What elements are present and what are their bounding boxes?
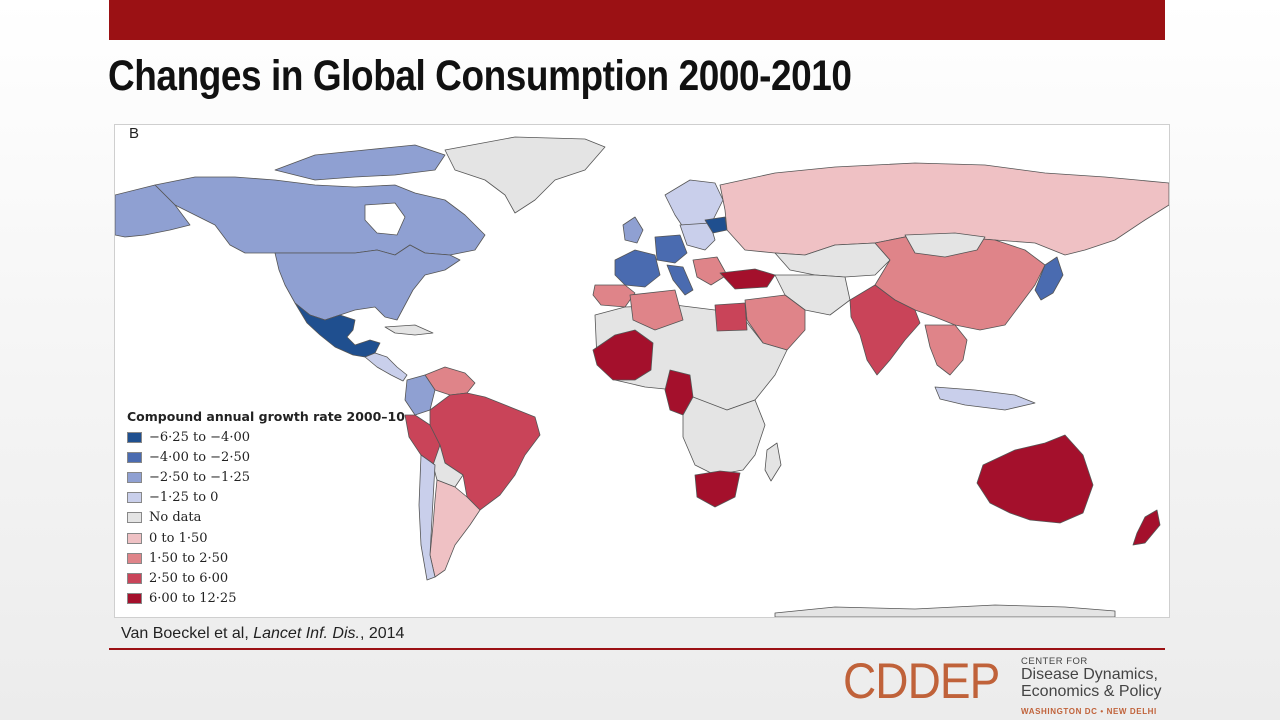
country-saudi-arabia <box>744 294 806 351</box>
legend-label: 0 to 1·50 <box>149 530 208 546</box>
country-canada <box>154 176 486 256</box>
cddep-logo: CDDEP CENTER FOR Disease Dynamics, Econo… <box>843 652 1173 720</box>
country-australia <box>976 434 1094 524</box>
country-venezuela <box>424 366 476 396</box>
country-new-zealand <box>1132 509 1161 546</box>
country-germany <box>654 234 688 264</box>
top-accent-bar <box>109 0 1165 40</box>
legend-label: −1·25 to 0 <box>149 490 219 506</box>
legend-swatch <box>127 572 142 584</box>
country-east-southern-africa <box>682 396 766 476</box>
legend-label: −4·00 to −2·50 <box>149 449 250 465</box>
logo-line2: Economics & Policy <box>1021 683 1162 700</box>
country-turkey <box>719 268 776 290</box>
citation: Van Boeckel et al, Lancet Inf. Dis., 201… <box>121 625 404 643</box>
legend-item: 2·50 to 6·00 <box>127 568 405 588</box>
country-greenland <box>444 136 606 214</box>
logo-wordmark: CDDEP <box>843 653 1000 709</box>
country-central-america <box>364 352 408 382</box>
legend-swatch <box>127 431 142 443</box>
logo-tagline: WASHINGTON DC • NEW DELHI <box>1021 707 1157 716</box>
panel-label: B <box>129 125 140 142</box>
legend-item: 0 to 1·50 <box>127 528 405 548</box>
country-egypt <box>714 302 748 332</box>
legend-swatch <box>127 532 142 544</box>
citation-year: , 2014 <box>359 625 405 642</box>
citation-authors: Van Boeckel et al, <box>121 625 254 642</box>
legend-item: −1·25 to 0 <box>127 488 405 508</box>
legend-label: No data <box>149 510 202 526</box>
slide-title: Changes in Global Consumption 2000-2010 <box>108 52 852 100</box>
country-cuba <box>384 324 434 336</box>
country-south-africa <box>694 470 741 508</box>
citation-journal: Lancet Inf. Dis. <box>253 625 360 642</box>
country-kazakhstan <box>774 242 891 278</box>
logo-line1: Disease Dynamics, <box>1021 666 1158 683</box>
country-india <box>849 284 921 376</box>
country-poland <box>679 222 716 251</box>
legend-label: −6·25 to −4·00 <box>149 429 250 445</box>
logo-center-for: CENTER FOR <box>1021 656 1088 667</box>
legend-label: 6·00 to 12·25 <box>149 591 237 607</box>
legend-title: Compound annual growth rate 2000–10 <box>127 409 405 424</box>
country-alaska <box>115 184 191 238</box>
country-algeria <box>629 289 684 331</box>
country-argentina <box>429 479 481 578</box>
country-spain <box>592 284 636 308</box>
country-north-africa <box>594 304 788 411</box>
country-mongolia <box>904 232 986 258</box>
legend-label: 2·50 to 6·00 <box>149 570 229 586</box>
legend-swatch <box>127 471 142 483</box>
country-indonesia <box>934 386 1036 411</box>
hudson-bay <box>364 202 406 236</box>
country-japan <box>1034 256 1064 301</box>
legend-swatch <box>127 451 142 463</box>
country-italy <box>666 264 694 296</box>
legend-item: −6·25 to −4·00 <box>127 427 405 447</box>
antarctica <box>774 604 1116 617</box>
legend-swatch <box>127 512 142 524</box>
country-mexico <box>294 302 381 358</box>
bottom-rule <box>109 648 1165 650</box>
legend-item: −4·00 to −2·50 <box>127 447 405 467</box>
legend-item: No data <box>127 508 405 528</box>
country-chile <box>418 454 436 581</box>
legend-swatch <box>127 593 142 605</box>
legend-label: 1·50 to 2·50 <box>149 550 229 566</box>
country-balkans <box>692 256 728 286</box>
legend-item: 6·00 to 12·25 <box>127 589 405 609</box>
legend-swatch <box>127 552 142 564</box>
country-arctic-islands <box>274 144 446 181</box>
legend-item: 1·50 to 2·50 <box>127 548 405 568</box>
map-legend: Compound annual growth rate 2000–10 −6·2… <box>127 409 405 609</box>
world-map-figure: B Compound annual growth rate 2000–10 −6… <box>114 124 1170 618</box>
country-madagascar <box>764 442 782 482</box>
country-france <box>614 249 661 288</box>
legend-swatch <box>127 492 142 504</box>
legend-item: −2·50 to −1·25 <box>127 467 405 487</box>
country-west-africa <box>592 329 654 381</box>
legend-label: −2·50 to −1·25 <box>149 469 250 485</box>
country-uk <box>622 216 644 244</box>
world-map <box>115 136 1169 617</box>
country-southeast-asia <box>924 324 968 376</box>
